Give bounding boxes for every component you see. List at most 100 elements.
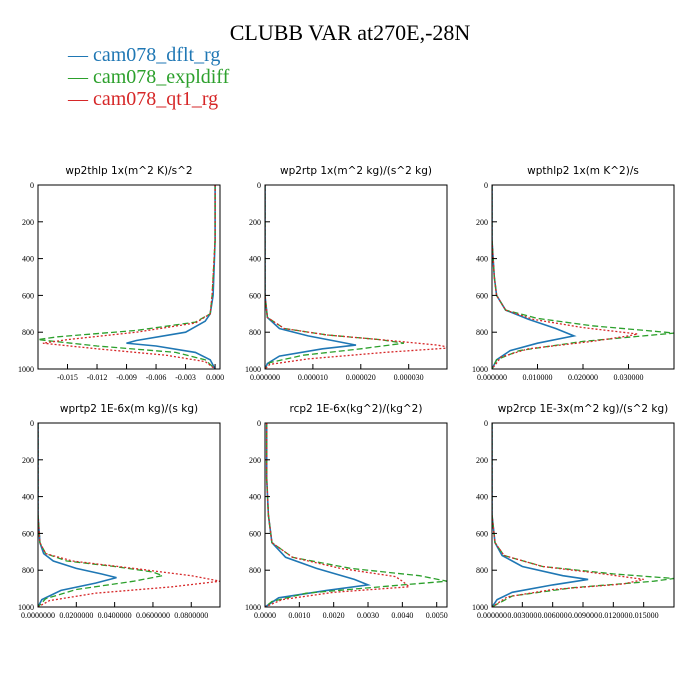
series-line-0 xyxy=(38,423,117,607)
series-line-2 xyxy=(38,423,220,607)
series-line-1 xyxy=(38,423,165,607)
x-tick-label: 0.0050 xyxy=(426,611,448,620)
x-tick-label: 0.0040 xyxy=(391,611,413,620)
x-tick-label: 0.000010 xyxy=(298,373,328,382)
y-tick-label: 200 xyxy=(476,218,488,227)
x-tick-label: 0.0600000 xyxy=(136,611,170,620)
legend-marker-dflt: — xyxy=(68,44,93,66)
y-tick-label: 600 xyxy=(22,529,34,538)
x-tick-label: -0.003 xyxy=(175,373,196,382)
y-tick-label: 1000 xyxy=(245,603,261,612)
y-tick-label: 1000 xyxy=(472,365,488,374)
x-tick-label: 0.0000 xyxy=(254,611,276,620)
y-tick-label: 600 xyxy=(249,291,261,300)
subplot-title: wp2rcp 1E-3x(m^2 kg)/(s^2 kg) xyxy=(498,403,669,415)
x-tick-label: 0.012000 xyxy=(598,611,628,620)
x-tick-label: 0.003000 xyxy=(507,611,537,620)
y-tick-label: 400 xyxy=(476,255,488,264)
series-line-0 xyxy=(492,423,589,607)
x-tick-label: 0.0000000 xyxy=(21,611,55,620)
x-tick-label: -0.015 xyxy=(57,373,78,382)
y-tick-label: 200 xyxy=(22,456,34,465)
x-tick-label: -0.006 xyxy=(146,373,167,382)
y-tick-label: 400 xyxy=(22,493,34,502)
legend-entry-qt1: — cam078_qt1_rg xyxy=(68,88,229,110)
y-tick-label: 600 xyxy=(249,529,261,538)
series-line-0 xyxy=(492,185,577,369)
plot-frame xyxy=(264,422,448,608)
x-tick-label: 0.0030 xyxy=(357,611,379,620)
y-tick-label: 600 xyxy=(22,291,34,300)
x-tick-label: -0.009 xyxy=(116,373,137,382)
x-tick-label: -0.012 xyxy=(87,373,108,382)
subplot-title: rcp2 1E-6x(kg^2)/(kg^2) xyxy=(290,403,423,415)
series-line-2 xyxy=(265,185,447,369)
x-tick-label: 0.015000 xyxy=(629,611,659,620)
y-tick-label: 800 xyxy=(22,566,34,575)
y-tick-label: 0 xyxy=(257,419,261,428)
x-tick-label: 0.0010 xyxy=(288,611,310,620)
series-line-0 xyxy=(265,423,372,607)
series-line-2 xyxy=(492,423,644,607)
y-tick-label: 800 xyxy=(249,328,261,337)
y-tick-label: 800 xyxy=(476,328,488,337)
y-tick-label: 1000 xyxy=(18,365,34,374)
y-tick-label: 400 xyxy=(22,255,34,264)
y-tick-label: 0 xyxy=(30,181,34,190)
x-tick-label: 0.000000 xyxy=(250,373,280,382)
y-tick-label: 200 xyxy=(22,218,34,227)
x-tick-label: 0.020000 xyxy=(568,373,598,382)
y-tick-label: 1000 xyxy=(18,603,34,612)
y-tick-label: 800 xyxy=(476,566,488,575)
y-tick-label: 0 xyxy=(257,181,261,190)
y-tick-label: 1000 xyxy=(472,603,488,612)
x-tick-label: 0.009000 xyxy=(568,611,598,620)
y-tick-label: 200 xyxy=(249,218,261,227)
y-tick-label: 1000 xyxy=(245,365,261,374)
legend-marker-expldiff: — xyxy=(68,66,93,88)
y-tick-label: 400 xyxy=(249,493,261,502)
y-tick-label: 400 xyxy=(476,493,488,502)
subplot-title: wp2rtp 1x(m^2 kg)/(s^2 kg) xyxy=(280,165,432,177)
x-tick-label: 0.006000 xyxy=(538,611,568,620)
subplot-1: wp2rtp 1x(m^2 kg)/(s^2 kg) 0 200 400 600 800 1… xyxy=(245,165,448,382)
plot-frame xyxy=(37,422,221,608)
x-tick-label: 0.010000 xyxy=(523,373,553,382)
figure-title: CLUBB VAR at270E,-28N xyxy=(229,20,471,45)
series-line-0 xyxy=(265,185,357,369)
subplot-title: wp2thlp 1x(m^2 K)/s^2 xyxy=(65,165,192,177)
subplot-4: rcp2 1E-6x(kg^2)/(kg^2) 0 200 400 600 800 1000… xyxy=(245,403,448,620)
series-line-2 xyxy=(42,185,216,369)
legend-entry-expldiff: — cam078_expldiff xyxy=(68,66,229,88)
legend-label-qt1: cam078_qt1_rg xyxy=(93,88,219,110)
x-tick-label: 0.030000 xyxy=(614,373,644,382)
subplot-title: wprtp2 1E-6x(m kg)/(s kg) xyxy=(60,403,198,415)
series-line-0 xyxy=(126,185,216,369)
subplot-5: wp2rcp 1E-3x(m^2 kg)/(s^2 kg) 0 200 400 600 8… xyxy=(472,403,675,620)
x-tick-label: 0.000000 xyxy=(477,611,507,620)
x-tick-label: 0.0200000 xyxy=(59,611,93,620)
y-tick-label: 0 xyxy=(30,419,34,428)
series-line-1 xyxy=(492,185,674,369)
series-line-2 xyxy=(265,423,411,607)
y-tick-label: 600 xyxy=(476,291,488,300)
series-line-2 xyxy=(492,185,638,369)
legend-label-dflt: cam078_dflt_rg xyxy=(93,44,221,66)
legend-label-expldiff: cam078_expldiff xyxy=(93,66,230,88)
legend: — cam078_dflt_rg — cam078_expldiff — cam… xyxy=(68,44,229,110)
y-tick-label: 800 xyxy=(22,328,34,337)
y-tick-label: 400 xyxy=(249,255,261,264)
y-tick-label: 800 xyxy=(249,566,261,575)
legend-marker-qt1: — xyxy=(68,88,93,110)
x-tick-label: 0.0020 xyxy=(323,611,345,620)
plot-frame xyxy=(37,184,221,370)
plot-frame xyxy=(264,184,448,370)
subplot-2: wpthlp2 1x(m K^2)/s 0 200 400 600 800 10000.00… xyxy=(472,165,675,382)
y-tick-label: 0 xyxy=(484,181,488,190)
x-tick-label: 0.000030 xyxy=(394,373,424,382)
x-tick-label: 0.000000 xyxy=(477,373,507,382)
y-tick-label: 600 xyxy=(476,529,488,538)
y-tick-label: 200 xyxy=(249,456,261,465)
subplot-0: wp2thlp 1x(m^2 K)/s^2 0 200 400 600 800 1000 -0… xyxy=(18,165,224,382)
